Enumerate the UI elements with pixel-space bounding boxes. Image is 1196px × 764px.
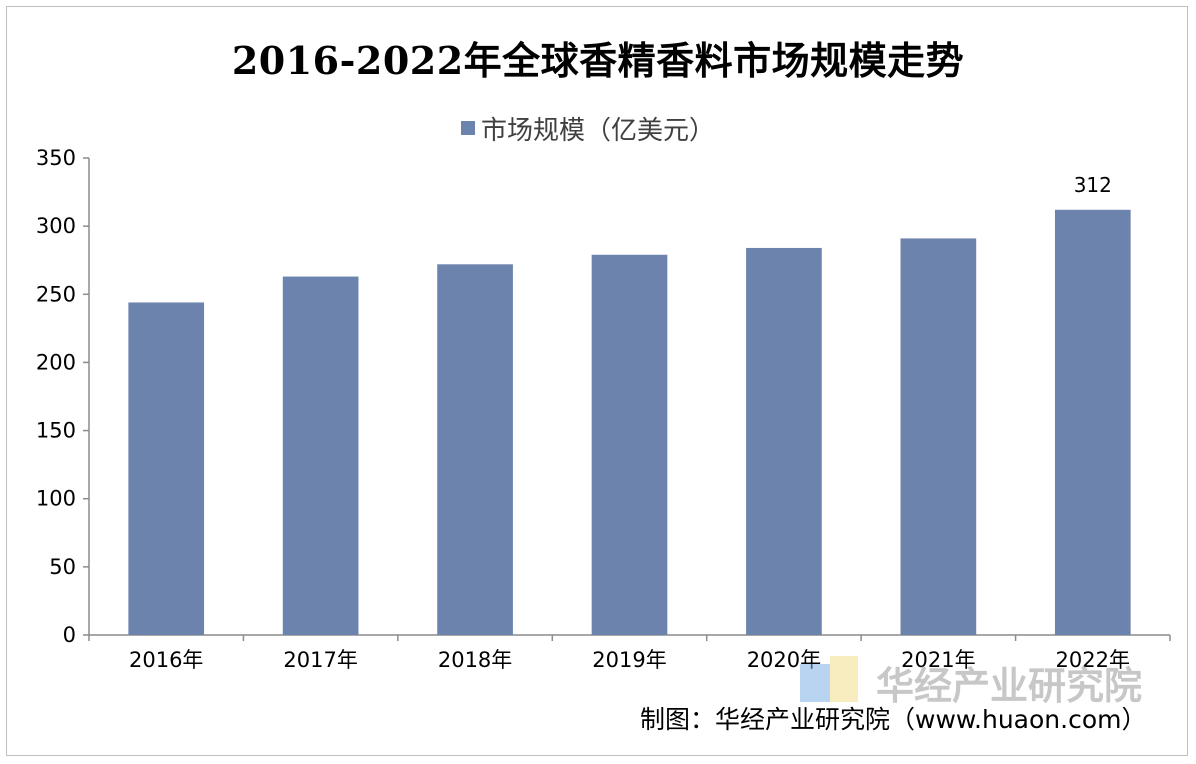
y-tick-label: 100 [36,487,76,511]
data-label: 312 [1074,173,1112,197]
x-tick-label: 2019年 [592,648,666,672]
y-tick-label: 250 [36,282,76,306]
watermark: 华经产业研究院 [800,652,1142,712]
x-tick-label: 2022年 [1056,648,1130,672]
y-axis: 0 50 100 150 200 250 300 350 [36,146,90,647]
y-tick-label: 300 [36,214,76,238]
watermark-text: 华经产业研究院 [876,663,1143,708]
legend-label: 市场规模（亿美元） [481,115,716,146]
chart-frame [6,6,1188,756]
legend: 市场规模（亿美元） [461,110,715,146]
bar-2018年 [437,264,513,635]
bars [128,209,1131,635]
x-axis: 2016年 2017年 2018年 2019年 2020年 2021年 2022年 [88,634,1171,672]
bar-2021年 [900,238,977,635]
data-labels: 312 [1074,173,1112,197]
x-tick-label: 2018年 [438,648,512,672]
x-tick-label: 2021年 [901,648,975,672]
y-tick-label: 150 [36,419,76,443]
bar-2017年 [282,276,359,635]
watermark-logo-icon [800,656,864,708]
bar-2020年 [746,247,822,635]
legend-swatch [461,121,475,135]
source-note: 制图：华经产业研究院（www.huaon.com） [640,705,1147,734]
x-tick-label: 2017年 [283,648,357,672]
y-tick-label: 200 [36,350,76,374]
y-tick-label: 350 [36,146,76,170]
bar-2016年 [128,302,205,635]
bar-2022年 [1054,209,1131,635]
chart-title: 2016-2022年全球香精香料市场规模走势 [231,38,965,83]
x-tick-label: 2016年 [129,648,203,672]
bar-2019年 [591,254,668,635]
y-tick-label: 50 [49,555,76,579]
y-tick-label: 0 [63,623,76,647]
